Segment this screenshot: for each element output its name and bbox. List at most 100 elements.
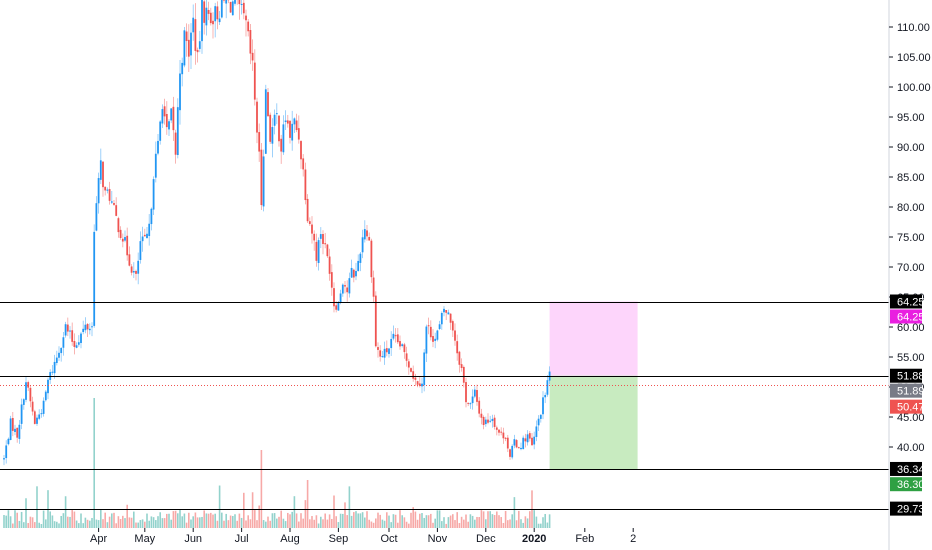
candle-body (55, 357, 58, 364)
price-tick-label: 40.00 (897, 442, 925, 454)
volume-bar (5, 515, 7, 528)
volume-bar (436, 510, 439, 528)
volume-bar (548, 514, 551, 528)
candle-body (124, 237, 126, 241)
volume-bar (53, 521, 56, 528)
volume-bar (225, 513, 227, 528)
candle-body (29, 387, 32, 402)
volume-bar (56, 521, 58, 528)
volume-bar (546, 522, 549, 528)
volume-bar (260, 450, 263, 528)
candle-body (201, 0, 203, 42)
volume-bar (386, 512, 388, 528)
candle-body (421, 383, 423, 387)
volume-bar (518, 510, 520, 528)
volume-bar (287, 512, 289, 528)
candle-body (366, 230, 368, 237)
volume-bar (113, 512, 115, 528)
volume-bar (390, 522, 392, 528)
volume-bar (210, 512, 212, 528)
volume-bar (491, 514, 494, 528)
candle-body (62, 337, 65, 348)
volume-bar (540, 523, 542, 528)
candle-body (344, 285, 346, 287)
candle-body (25, 382, 27, 400)
volume-bar (155, 520, 157, 528)
horizontal-levels (0, 302, 889, 510)
candle-body (425, 326, 428, 354)
time-tick-label: 2 (630, 533, 636, 545)
volume-bar (381, 519, 384, 528)
candle-body (247, 21, 250, 32)
candle-body (194, 19, 197, 51)
volume-bar (344, 502, 346, 528)
candle-body (471, 396, 474, 404)
volume-bar (467, 521, 469, 528)
volume-bar (190, 519, 192, 528)
candle-body (44, 391, 47, 401)
candle-body (456, 341, 459, 354)
candle-body (91, 326, 93, 328)
volume-bar (40, 523, 43, 528)
price-axis[interactable]: 110.00 105.00 100.00 95.00 90.00 85.00 80.00 75… (889, 22, 931, 454)
volume-bar (115, 523, 117, 528)
volume-bar (537, 523, 540, 528)
candle-body (429, 326, 432, 338)
volume-bar (414, 511, 417, 528)
candle-body (357, 260, 360, 272)
volume-bar (93, 398, 95, 528)
volume-bar (454, 520, 456, 528)
volume-bar (267, 516, 269, 528)
price-tick-label: 90.00 (897, 142, 925, 154)
candle-body (414, 377, 417, 380)
time-axis[interactable]: Apr May Jun Jul Aug Sep Oct Nov Dec 2020 Feb 2 (90, 528, 636, 545)
volume-bar (194, 512, 197, 528)
candle-body (192, 17, 195, 33)
candle-body (137, 260, 140, 274)
volume-bar (282, 518, 285, 528)
volume-bar (16, 512, 18, 528)
candle-body (388, 348, 390, 354)
volume-bar (502, 522, 505, 528)
volume-bar (474, 519, 476, 528)
candle-body (385, 348, 388, 353)
candle-body (308, 221, 311, 224)
candle-body (436, 330, 439, 340)
volume-bar (240, 517, 243, 528)
volume-bar (306, 480, 309, 528)
candle-body (333, 288, 335, 307)
volume-bar (293, 496, 296, 528)
candle-body (520, 447, 522, 450)
last-price-badge-bg (890, 399, 922, 414)
candle-body (282, 124, 285, 153)
volume-bar (78, 523, 80, 528)
candle-body (256, 101, 258, 133)
volume-bar (271, 513, 274, 528)
candle-body (205, 7, 208, 26)
candle-body (462, 366, 465, 383)
candle-body (132, 271, 135, 273)
candle-body (3, 458, 5, 460)
volume-bar (67, 516, 69, 528)
candle-body (368, 236, 371, 241)
target-badge: 64.25 (897, 312, 925, 324)
candle-body (377, 347, 379, 350)
candle-body (141, 236, 144, 242)
volume-bar (150, 516, 153, 528)
volume-bar (377, 512, 379, 528)
volume-bar (366, 511, 368, 528)
candle-body (53, 361, 56, 374)
candle-body (280, 138, 283, 152)
candle-body (390, 338, 393, 349)
volume-bar (434, 518, 436, 528)
volume-bar (326, 519, 329, 528)
candle-body (341, 284, 344, 294)
volume-bar (498, 515, 500, 528)
volume-bar (247, 515, 249, 528)
volume-bar (535, 516, 538, 528)
volume-bar (108, 516, 111, 528)
candle-body (372, 277, 375, 297)
volume-bar (172, 511, 175, 528)
